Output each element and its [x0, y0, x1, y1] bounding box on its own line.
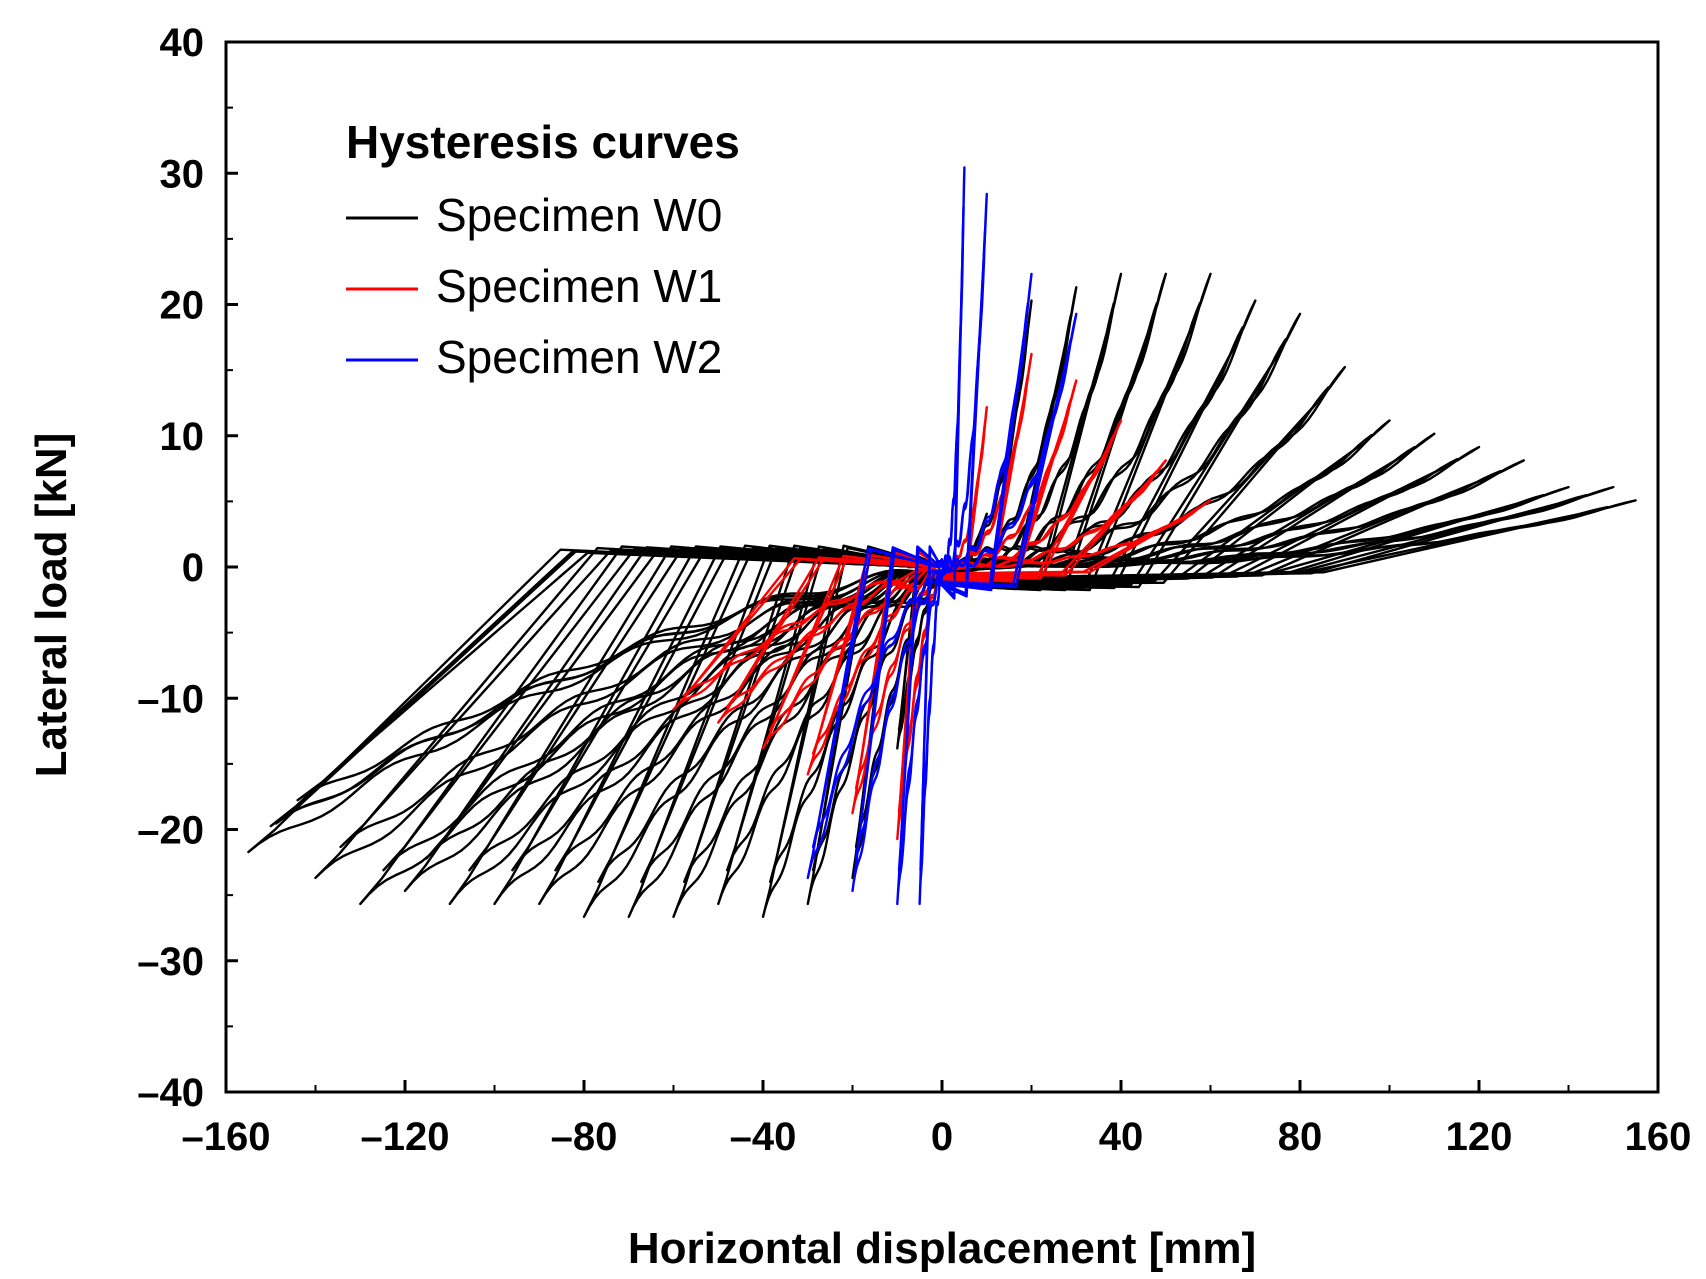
hysteresis-loop [247, 499, 1637, 854]
legend-label-w1: Specimen W1 [436, 260, 722, 312]
hysteresis-loop [918, 166, 966, 906]
legend-title: Hysteresis curves [346, 116, 740, 168]
hysteresis-loop [296, 493, 1588, 802]
y-tick-label: 20 [160, 284, 205, 328]
ticks-layer: –160 –120 –80 –40 0 40 80 120 160 –40 –30 –20 –10 0 10… [137, 21, 1691, 1159]
hysteresis-loop [493, 419, 1391, 906]
series-specimen-w1 [672, 352, 1212, 841]
series-specimen-w2 [806, 166, 1078, 906]
x-axis-title: Horizontal displacement [mm] [628, 1224, 1256, 1273]
y-tick-label: 10 [160, 415, 205, 459]
y-tick-label: 30 [160, 152, 205, 196]
y-tick-label: 40 [160, 21, 205, 65]
legend-label-w2: Specimen W2 [436, 331, 722, 383]
legend: Hysteresis curves Specimen W0 Specimen W… [346, 116, 740, 383]
hysteresis-loop [582, 312, 1302, 918]
y-tick-label: –30 [137, 940, 204, 984]
x-tick-label: 40 [1099, 1115, 1144, 1159]
hysteresis-loop [806, 286, 1078, 906]
x-tick-label: –120 [361, 1115, 450, 1159]
hysteresis-loop [811, 338, 1073, 849]
hysteresis-loop [806, 312, 1078, 880]
x-tick-label: –40 [730, 1115, 797, 1159]
x-tick-label: 80 [1278, 1115, 1323, 1159]
x-tick-label: –160 [182, 1115, 271, 1159]
hysteresis-loop [274, 505, 1610, 825]
y-tick-label: –40 [137, 1071, 204, 1115]
y-tick-label: –20 [137, 809, 204, 853]
legend-label-w0: Specimen W0 [436, 189, 722, 241]
y-tick-label: –10 [137, 677, 204, 721]
x-tick-label: –80 [551, 1115, 618, 1159]
y-tick-label: 0 [182, 546, 204, 590]
hysteresis-loop [511, 433, 1373, 872]
x-tick-label: 120 [1446, 1115, 1513, 1159]
hysteresis-loop [683, 505, 1201, 697]
y-axis-title: Lateral load [kN] [27, 433, 76, 778]
x-tick-label: 0 [931, 1115, 953, 1159]
x-tick-label: 160 [1625, 1115, 1692, 1159]
curves-layer [247, 166, 1637, 918]
hysteresis-loop [683, 302, 1201, 883]
